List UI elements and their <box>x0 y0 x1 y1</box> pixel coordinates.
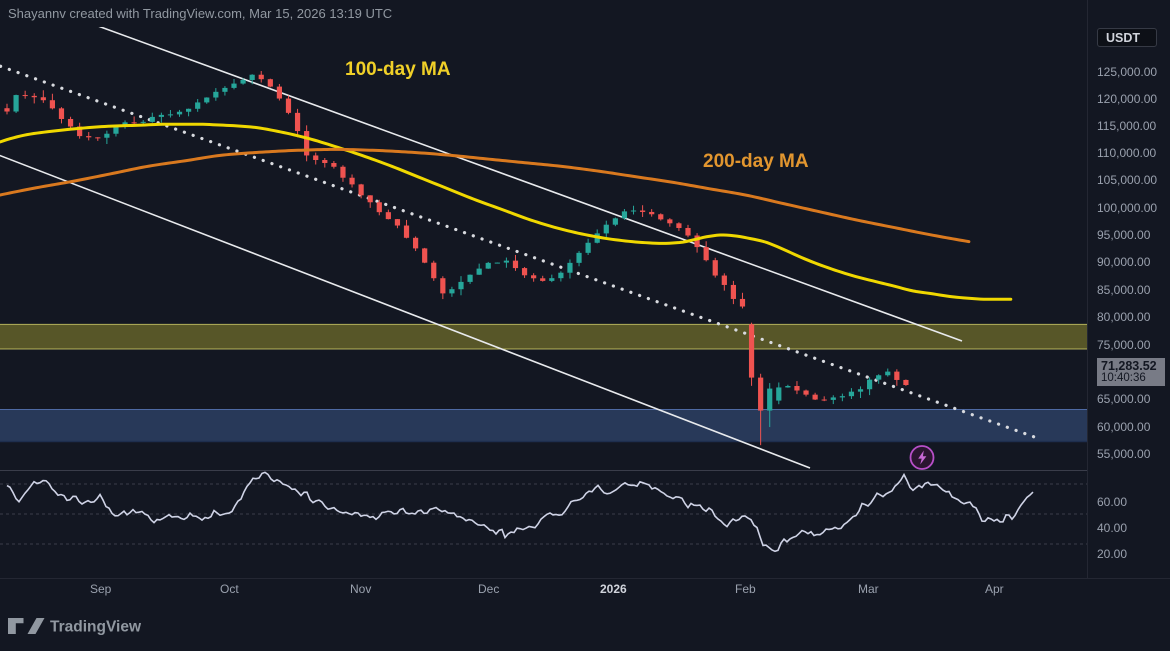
svg-text:200-day MA: 200-day MA <box>703 151 809 172</box>
svg-text:100-day MA: 100-day MA <box>345 59 451 80</box>
svg-text:TradingView: TradingView <box>50 619 142 636</box>
